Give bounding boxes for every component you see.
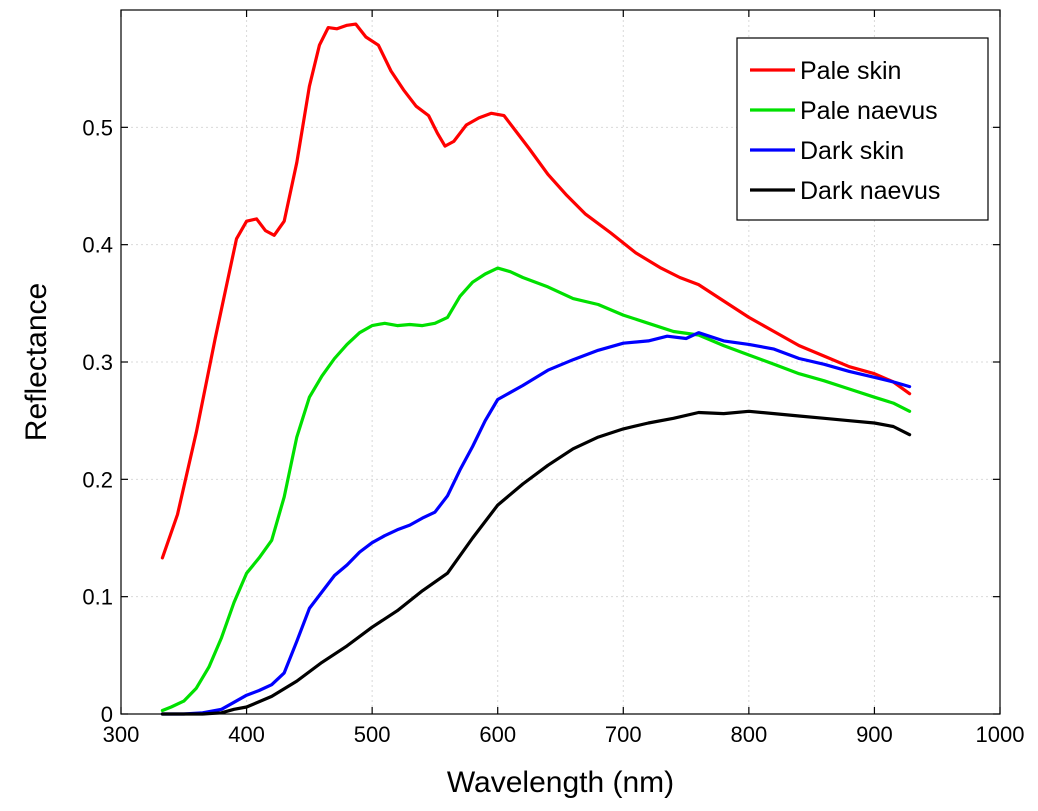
x-tick-label: 400 [228,722,265,747]
x-axis-title: Wavelength (nm) [447,766,674,799]
y-tick-label: 0.5 [82,115,113,140]
x-tick-label: 300 [103,722,140,747]
axis-ticks: 300 400 500 600 700 800 900 1000 0 0.1 0.2 0.3 0.4 0.… [82,10,1024,747]
x-tick-label: 600 [479,722,516,747]
y-tick-label: 0 [101,702,113,727]
legend-label-dark-skin: Dark skin [800,137,904,165]
x-tick-label: 900 [856,722,893,747]
legend-label-pale-skin: Pale skin [800,57,901,85]
x-tick-label: 800 [730,722,767,747]
series-line-dark-naevus [160,409,912,716]
series-lines [160,22,912,716]
x-tick-label: 700 [605,722,642,747]
grid [121,10,1000,714]
y-tick-label: 0.1 [82,585,113,610]
legend-label-dark-naevus: Dark naevus [800,177,940,205]
series-line-pale-skin [160,22,912,560]
legend-label-pale-naevus: Pale naevus [800,97,938,125]
y-tick-label: 0.2 [82,467,113,492]
y-tick-label: 0.3 [82,350,113,375]
x-tick-label: 500 [354,722,391,747]
legend: Pale skin Pale naevus Dark skin Dark naevus [736,37,989,221]
series-line-dark-skin [160,331,912,716]
y-axis-title: Reflectance [20,283,53,441]
series-line-pale-naevus [160,266,912,713]
y-tick-label: 0.4 [82,233,113,258]
x-tick-label: 1000 [976,722,1025,747]
